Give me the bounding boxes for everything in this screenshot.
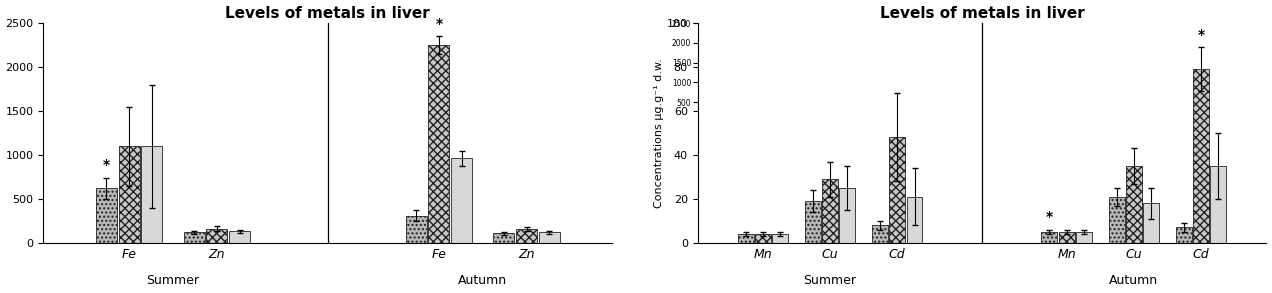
Title: Levels of metals in liver: Levels of metals in liver — [880, 6, 1084, 21]
Bar — [907, 197, 922, 243]
Bar — [822, 179, 838, 243]
Bar — [494, 233, 514, 243]
Text: *: * — [1197, 28, 1205, 42]
Bar — [871, 225, 888, 243]
Bar — [1211, 166, 1226, 243]
Bar — [429, 45, 449, 243]
Bar — [889, 137, 906, 243]
Text: Autumn: Autumn — [1109, 274, 1159, 287]
Text: Summer: Summer — [804, 274, 856, 287]
Bar — [206, 229, 228, 243]
Bar — [738, 234, 753, 243]
Title: Levels of metals in liver: Levels of metals in liver — [225, 6, 430, 21]
Bar — [406, 216, 426, 243]
Bar — [95, 188, 117, 243]
Bar — [772, 234, 789, 243]
Bar — [1126, 166, 1142, 243]
Bar — [1175, 227, 1192, 243]
Bar — [756, 234, 771, 243]
Text: Autumn: Autumn — [458, 274, 508, 287]
Text: Summer: Summer — [146, 274, 200, 287]
Text: *: * — [1046, 210, 1053, 224]
Bar — [141, 146, 163, 243]
Bar — [1042, 232, 1057, 243]
Text: *: * — [435, 17, 443, 31]
Text: *: * — [103, 158, 109, 172]
Y-axis label: Concentrations μg.g⁻¹ d.w.: Concentrations μg.g⁻¹ d.w. — [654, 58, 664, 208]
Bar — [452, 159, 472, 243]
Bar — [1076, 232, 1093, 243]
Bar — [1108, 197, 1124, 243]
Bar — [229, 231, 251, 243]
Bar — [516, 229, 537, 243]
Bar — [539, 232, 560, 243]
Bar — [1193, 69, 1208, 243]
Bar — [118, 146, 140, 243]
Bar — [805, 201, 820, 243]
Bar — [840, 188, 856, 243]
Bar — [1058, 232, 1075, 243]
Bar — [183, 232, 205, 243]
Bar — [1144, 203, 1159, 243]
